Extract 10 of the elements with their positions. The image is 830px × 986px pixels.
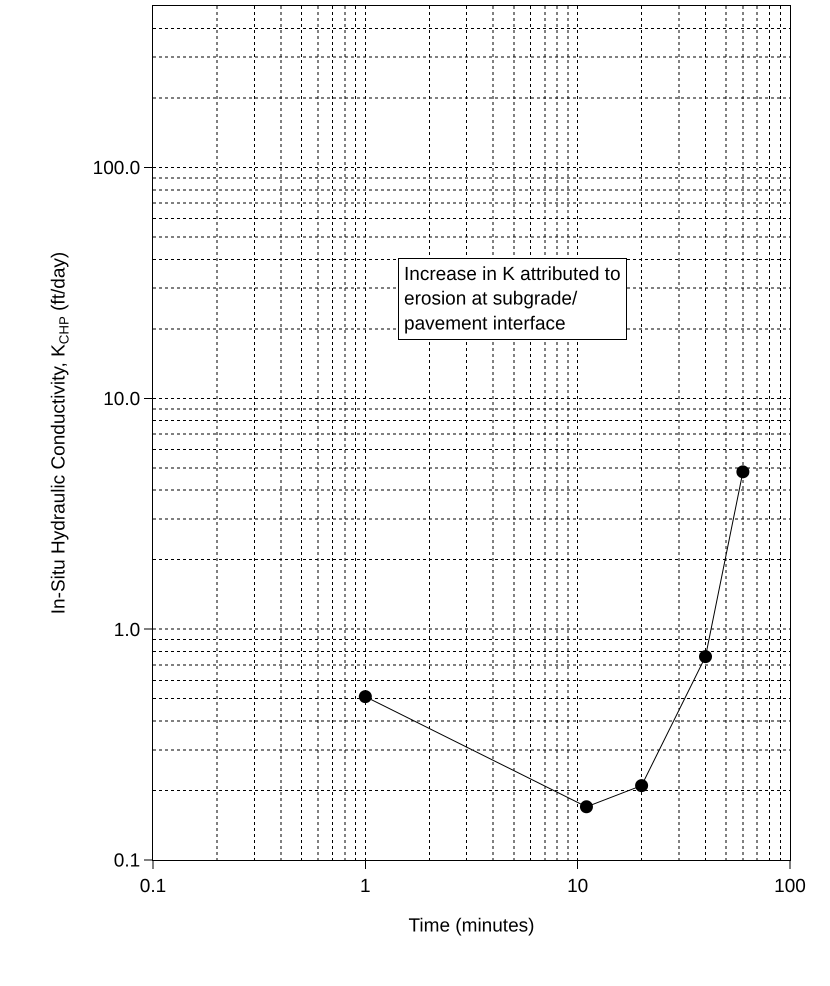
y-tick-label: 1.0 xyxy=(114,620,140,641)
y-tick-label: 0.1 xyxy=(114,850,140,872)
x-tick-label: 0.1 xyxy=(140,876,166,897)
y-tick-label: 10.0 xyxy=(103,388,140,410)
x-tick-label: 1 xyxy=(360,876,371,897)
y-tick-label: 100.0 xyxy=(92,158,140,180)
x-tick-label: 10 xyxy=(567,876,588,897)
annotation: Increase in K attributed to erosion at subgrade/ pavement interface xyxy=(404,264,621,334)
x-axis-title: Time (minutes) xyxy=(408,916,534,937)
x-tick-label: 100 xyxy=(774,876,806,897)
